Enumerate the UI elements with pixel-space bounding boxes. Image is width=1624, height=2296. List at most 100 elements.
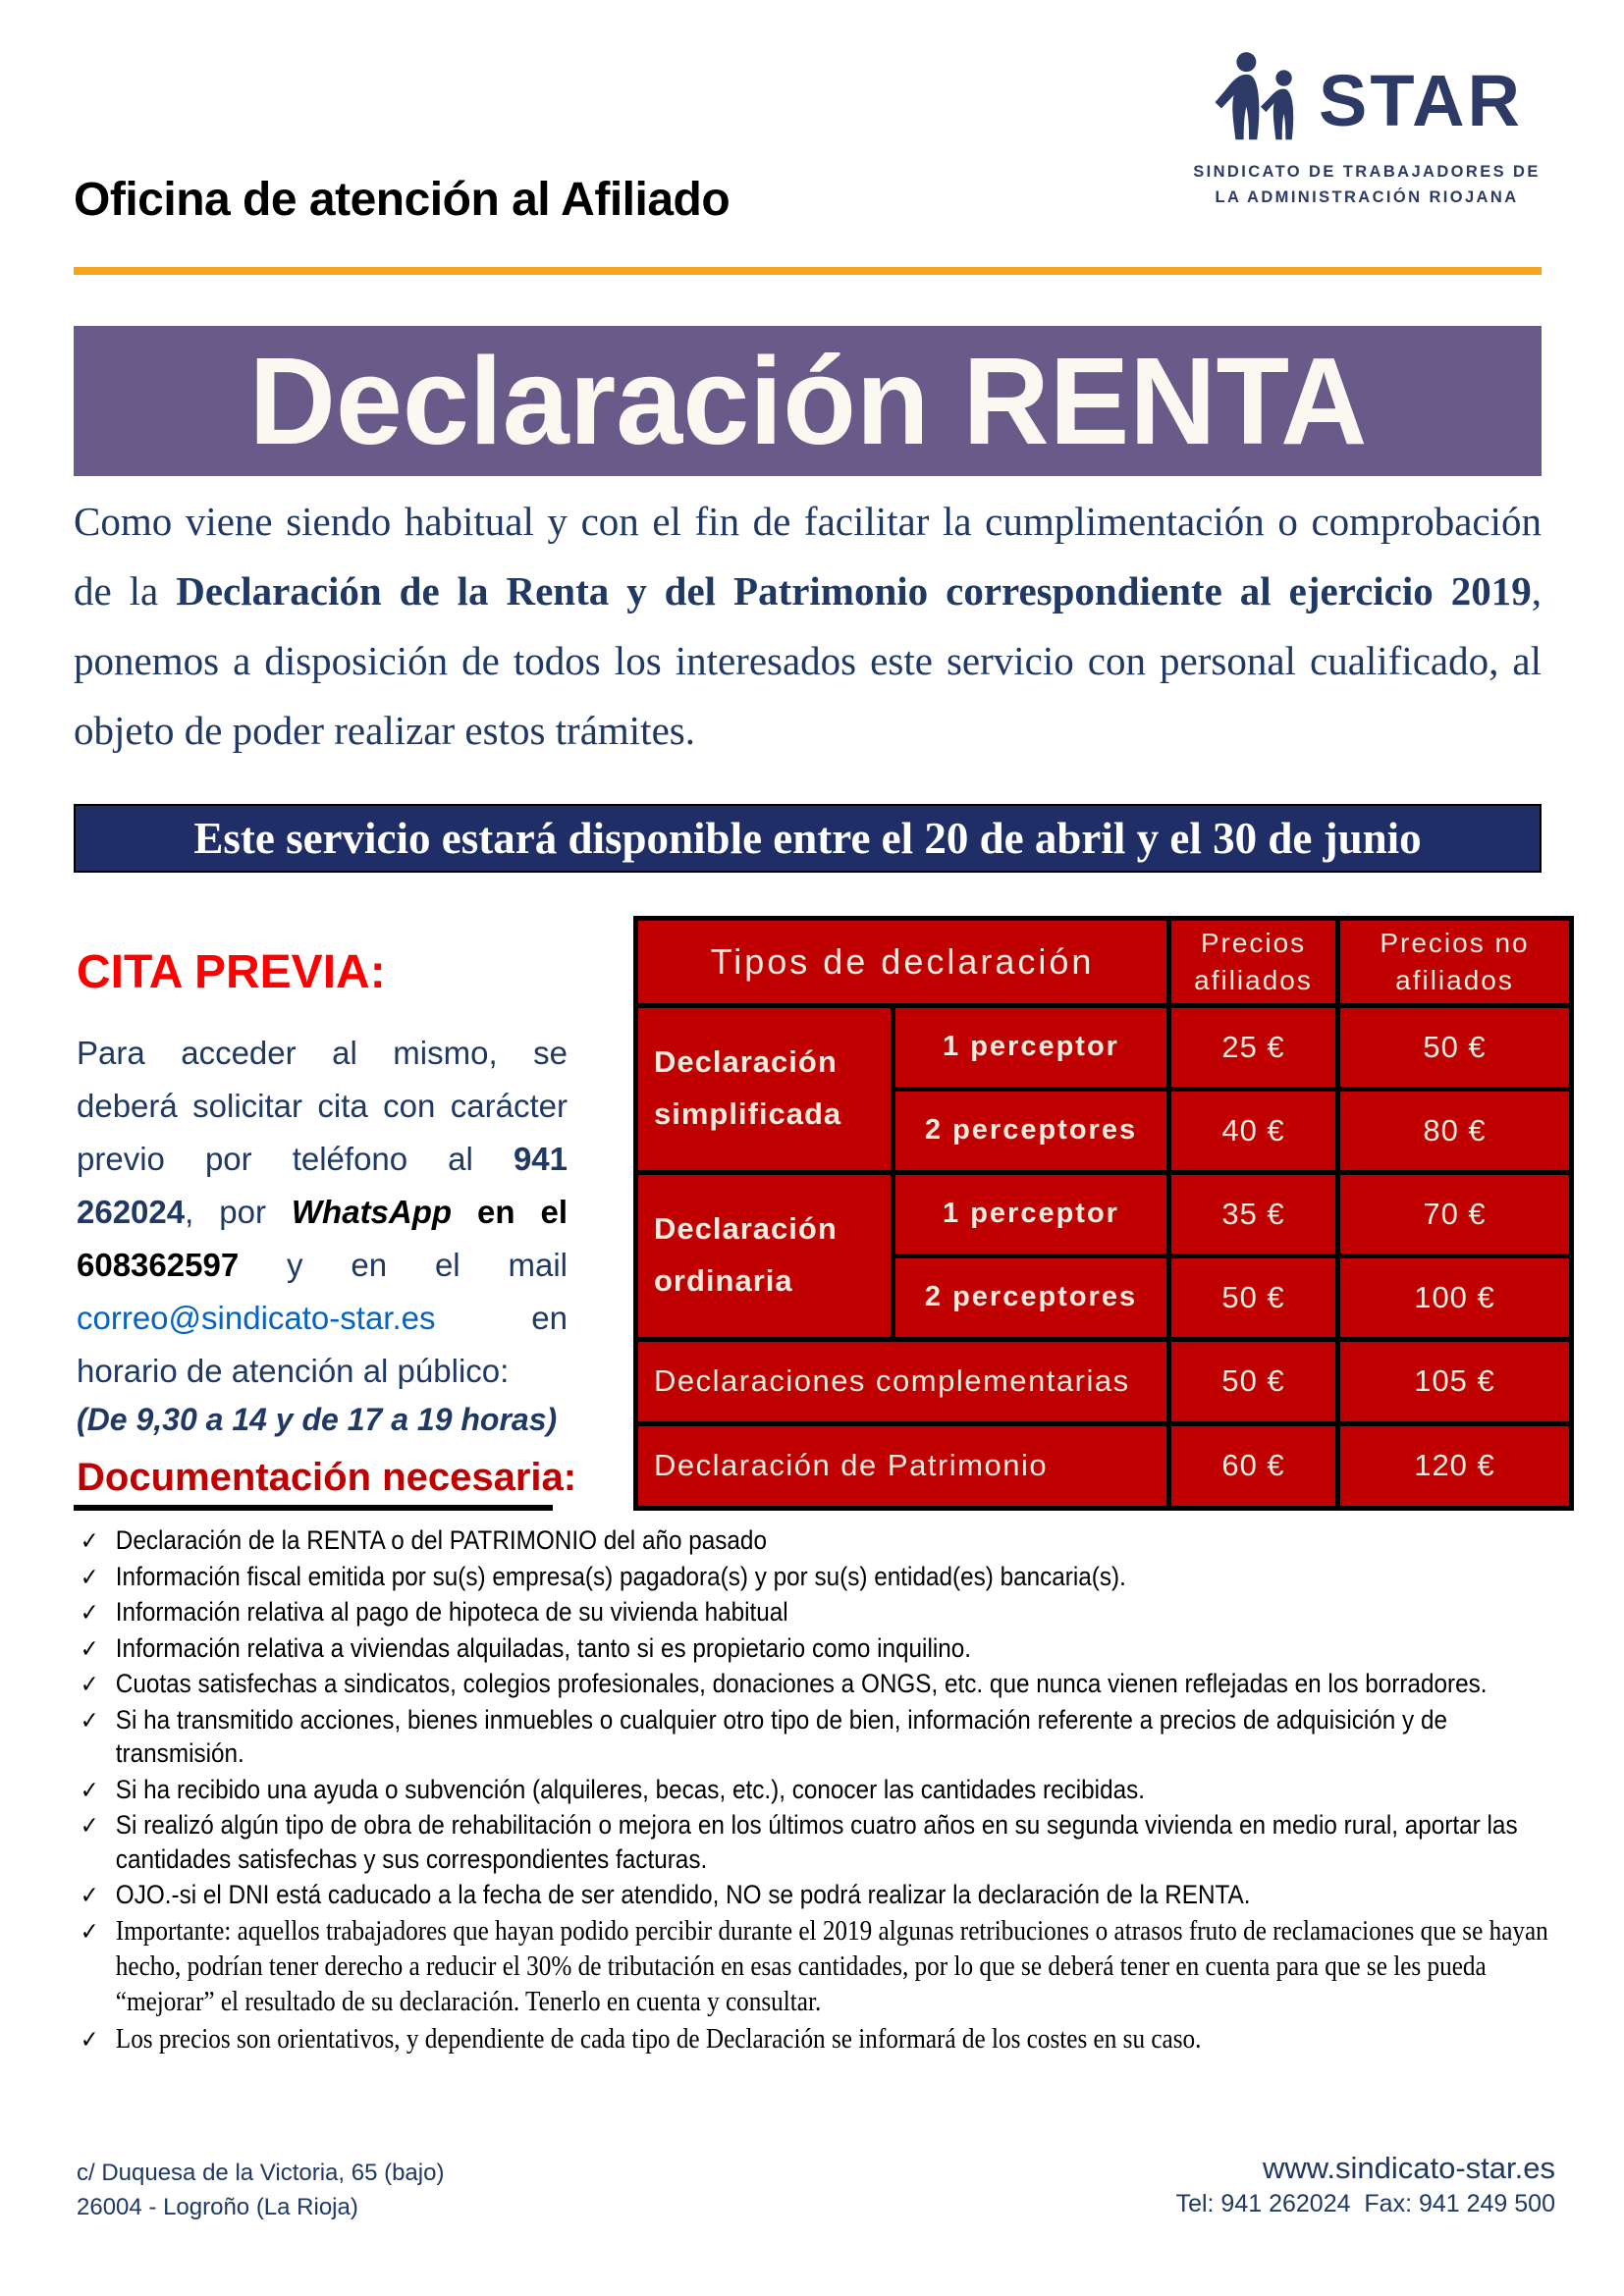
list-item: ✓ Información fiscal emitida por su(s) em… [79, 1560, 1556, 1594]
check-icon: ✓ [80, 1812, 99, 1840]
title-banner-text: Declaración RENTA [248, 332, 1367, 470]
cita-text-4: y en el mail [239, 1247, 568, 1283]
list-item: ✓ Información relativa a viviendas alquil… [79, 1631, 1556, 1666]
price-afiliados: 60 € [1166, 1420, 1340, 1511]
list-item-text: Los precios son orientativos, y dependie… [115, 2023, 1202, 2055]
table-row: Declaración ordinaria 1 perceptor 35 € 7… [633, 1169, 1574, 1342]
address-line2: 26004 - Logroño (La Rioja) [77, 2194, 358, 2220]
list-item-text: Si ha recibido una ayuda o subvención (a… [115, 1774, 1146, 1804]
list-item: ✓ Si ha transmitido acciones, bienes inmu… [79, 1703, 1556, 1771]
group-label-simplificada: Declaración simplificada [633, 1002, 895, 1175]
intro-text-post: , ponemos a disposición de todos los int… [74, 568, 1542, 753]
header-cell-types: Tipos de declaración [633, 916, 1171, 1008]
sub-label: 2 perceptores [891, 1253, 1171, 1342]
pricing-table: Tipos de declaración Precios afiliados P… [633, 916, 1574, 1511]
list-item-text: Declaración de la RENTA o del PATRIMONIO… [115, 1525, 767, 1555]
list-item: ✓ Cuotas satisfechas a sindicatos, colegi… [79, 1667, 1556, 1701]
title-banner: Declaración RENTA [74, 326, 1542, 476]
header-cell-afiliados: Precios afiliados [1166, 916, 1340, 1008]
documentation-underline [74, 1505, 553, 1511]
table-row: 2 perceptores 40 € 80 € [636, 1086, 1574, 1175]
price-afiliados: 50 € [1166, 1253, 1340, 1342]
logo-tagline: SINDICATO DE TRABAJADORES DE LA ADMINIST… [1180, 160, 1553, 210]
list-item: ✓ Declaración de la RENTA o del PATRIMONI… [79, 1523, 1556, 1558]
group-label-ordinaria: Declaración ordinaria [633, 1169, 895, 1342]
cita-text-2: , por [185, 1194, 292, 1230]
row-label-complementarias: Declaraciones complementarias [633, 1336, 1171, 1426]
whatsapp-number: 608362597 [77, 1247, 240, 1283]
list-item-text: Si realizó algún tipo de obra de rehabil… [115, 1810, 1518, 1874]
price-afiliados: 40 € [1166, 1086, 1340, 1175]
list-item: ✓ Información relativa al pago de hipotec… [79, 1595, 1556, 1629]
sub-label: 1 perceptor [891, 1002, 1171, 1092]
row-label-patrimonio: Declaración de Patrimonio [633, 1420, 1171, 1511]
address-line1: c/ Duquesa de la Victoria, 65 (bajo) [77, 2160, 445, 2186]
documentation-heading: Documentación necesaria: [77, 1456, 577, 1499]
price-no-afiliados: 105 € [1335, 1336, 1574, 1426]
check-icon: ✓ [80, 1776, 99, 1804]
logo-tagline-line1: SINDICATO DE TRABAJADORES DE [1193, 163, 1541, 181]
intro-text-pre: Como viene siendo habitual y con el fin … [74, 499, 1542, 614]
table-row: Declaración simplificada 1 perceptor 25 … [633, 1002, 1574, 1175]
sub-label: 1 perceptor [891, 1169, 1171, 1258]
cita-text-1: Para acceder al mismo, se deberá solicit… [77, 1035, 568, 1177]
list-item-text: Cuotas satisfechas a sindicatos, colegio… [115, 1669, 1488, 1698]
logo-tagline-line2: LA ADMINISTRACIÓN RIOJANA [1215, 187, 1519, 206]
header-divider [74, 267, 1542, 275]
list-item-text: Información relativa al pago de hipoteca… [115, 1597, 788, 1627]
list-item-text: Información fiscal emitida por su(s) emp… [115, 1561, 1126, 1591]
cita-text-3: en el [452, 1194, 568, 1230]
cita-previa-heading: CITA PREVIA: [77, 946, 386, 998]
price-no-afiliados: 100 € [1335, 1253, 1574, 1342]
header-cell-no-afiliados: Precios no afiliados [1335, 916, 1574, 1008]
sub-label: 2 perceptores [891, 1086, 1171, 1175]
price-no-afiliados: 80 € [1335, 1086, 1574, 1175]
check-icon: ✓ [80, 1634, 99, 1663]
email-link[interactable]: correo@sindicato-star.es [77, 1300, 436, 1336]
check-icon: ✓ [80, 1527, 99, 1555]
phone-fax-text: Tel: 941 262024 Fax: 941 249 500 [1175, 2190, 1555, 2217]
website-link[interactable]: www.sindicato-star.es [1262, 2151, 1555, 2185]
cita-text-5: en horario de atención al público: [77, 1300, 568, 1389]
check-icon: ✓ [80, 1599, 99, 1627]
cita-phone-number: 941 262024 [77, 1141, 568, 1230]
list-item: ✓ Importante: aquellos trabajadores que h… [79, 1914, 1556, 2020]
price-no-afiliados: 120 € [1335, 1420, 1574, 1511]
check-icon: ✓ [80, 1563, 99, 1591]
check-icon: ✓ [80, 1882, 99, 1909]
documentation-checklist: ✓ Declaración de la RENTA o del PATRIMONI… [79, 1523, 1556, 2059]
star-logo: STAR SINDICATO DE TRABAJADORES DE LA ADM… [1180, 49, 1553, 210]
check-icon: ✓ [80, 1706, 99, 1735]
availability-banner: Este servicio estará disponible entre el… [74, 804, 1542, 873]
office-hours: (De 9,30 a 14 y de 17 a 19 horas) [77, 1402, 558, 1437]
page-title: Oficina de atención al Afiliado [74, 174, 731, 226]
table-header-row: Tipos de declaración Precios afiliados P… [633, 916, 1574, 1008]
check-icon: ✓ [80, 1671, 99, 1698]
table-row: Declaración de Patrimonio 60 € 120 € [633, 1420, 1574, 1511]
price-afiliados: 50 € [1166, 1336, 1340, 1426]
cita-previa-paragraph: Para acceder al mismo, se deberá solicit… [77, 1027, 568, 1398]
star-logo-row: STAR [1180, 49, 1553, 152]
list-item: ✓ OJO.-si el DNI está caducado a la fecha… [79, 1878, 1556, 1912]
footer-address: c/ Duquesa de la Victoria, 65 (bajo) 260… [77, 2156, 444, 2224]
list-item: ✓ Si realizó algún tipo de obra de rehabi… [79, 1808, 1556, 1876]
check-icon: ✓ [80, 2026, 99, 2054]
list-item-text: Si ha transmitido acciones, bienes inmue… [115, 1704, 1447, 1769]
intro-paragraph: Como viene siendo habitual y con el fin … [74, 487, 1542, 766]
list-item: ✓ Los precios son orientativos, y dependi… [79, 2022, 1556, 2057]
price-afiliados: 35 € [1166, 1169, 1340, 1258]
availability-banner-text: Este servicio estará disponible entre el… [193, 814, 1422, 863]
whatsapp-label: WhatsApp [291, 1194, 453, 1230]
logo-wordmark: STAR [1319, 59, 1523, 141]
table-row: 2 perceptores 50 € 100 € [636, 1253, 1574, 1342]
intro-text-bold: Declaración de la Renta y del Patrimonio… [176, 568, 1532, 614]
people-icon [1211, 49, 1309, 152]
list-item: ✓ Si ha recibido una ayuda o subvención (… [79, 1773, 1556, 1807]
footer-contact: www.sindicato-star.es Tel: 941 262024 Fa… [1176, 2150, 1555, 2220]
price-no-afiliados: 70 € [1335, 1169, 1574, 1258]
price-afiliados: 25 € [1166, 1002, 1340, 1092]
list-item-text: OJO.-si el DNI está caducado a la fecha … [115, 1880, 1251, 1909]
list-item-text: Información relativa a viviendas alquila… [115, 1632, 972, 1663]
table-row: Declaraciones complementarias 50 € 105 € [633, 1336, 1574, 1426]
